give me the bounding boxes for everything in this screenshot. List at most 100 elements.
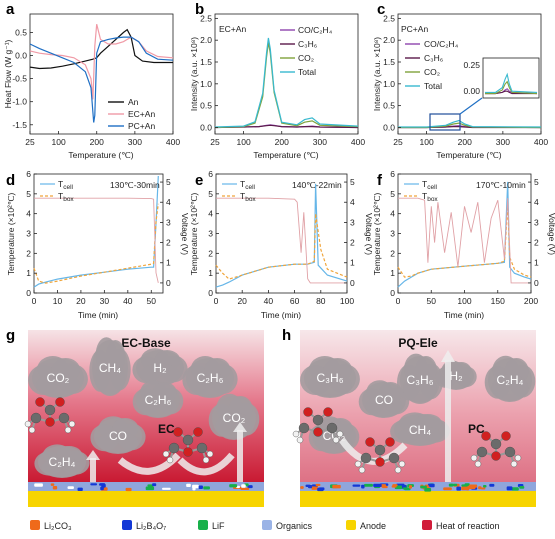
sei-particle: [125, 487, 132, 492]
panel-f: f 0 50 100 150 200 0 1 2 3 4 5 6 0 1 2 3 4 5 170℃-10min T…: [372, 169, 555, 320]
sei-particle: [465, 485, 474, 489]
up-arrow-head-g-2: [233, 422, 247, 432]
molecule-ec-1: [24, 397, 76, 434]
y2-tick-label-d: 4: [166, 197, 171, 207]
sei-particle: [300, 486, 304, 489]
y-axis-label-a: Heat Flow (W g⁻¹): [3, 39, 13, 108]
sei-particle: [352, 484, 361, 487]
atom: [504, 446, 516, 458]
key-label-0: Li₂CO₃: [44, 521, 72, 531]
y-tick-label-c: 2.0: [383, 35, 395, 45]
x-tick-label-d: 50: [147, 296, 157, 306]
molecule-ec-2: [162, 427, 214, 464]
ticks-b: 25 100 200 300 400 0.0 0.5 1.0 1.5 2.0 2.5: [200, 13, 365, 147]
y2-tick-label-d: 1: [166, 258, 171, 268]
gas-label: CO: [375, 393, 393, 407]
key-label-1: Li₂B₄O₇: [136, 521, 166, 531]
y-tick-label-a: -0.5: [12, 74, 27, 84]
panel-h-schematic: h PQ-Ele C₃H₆COC₃H₆H₂C₂H₄CO₂CH₄ PC: [282, 327, 536, 507]
x-tick-label-a: 200: [90, 137, 104, 147]
sei-particle: [34, 483, 43, 487]
condition-d: 130℃-30min: [110, 180, 160, 190]
sei-layer-h: [300, 482, 536, 491]
y-tick-label-a: 0.0: [15, 51, 27, 61]
y-tick-label-e: 1: [208, 268, 213, 278]
y-tick-label-e: 2: [208, 248, 213, 258]
y2-tick-label-d: 5: [166, 177, 171, 187]
key-swatch-0: [30, 520, 40, 530]
series-line-b-c-h-: [214, 124, 359, 129]
gas-label: C₂H₆: [145, 393, 172, 407]
cloud-puff: [97, 431, 139, 454]
gas-label: H₂: [153, 361, 167, 375]
molecules-h: [292, 407, 522, 474]
ticks-a: 25 100 200 300 400 0.5 0.0 -0.5 -1.0 -1.5: [12, 27, 180, 147]
gas-cloud-h-1: CO: [358, 380, 410, 418]
series-line-f-tbox: [397, 203, 532, 278]
gas-label: CH₄: [99, 361, 121, 375]
y-axis-label-b: Intensity (a.u. ×10⁸): [189, 37, 199, 111]
legend-label-an: An: [128, 97, 139, 107]
legend-label-tbox-d: Tbox: [58, 191, 74, 203]
molecule-pc-3: [470, 431, 522, 468]
panel-letter-a: a: [6, 1, 15, 18]
sei-particle: [443, 487, 452, 491]
sei-particles-g: [34, 483, 253, 492]
cloud-puff: [397, 426, 443, 446]
atom: [173, 427, 183, 437]
legend-label-pc-an: PC+An: [128, 121, 155, 131]
y-tick-label-e: 6: [208, 169, 213, 179]
y-tick-label-c: 2.5: [383, 13, 395, 23]
sei-particle: [162, 487, 171, 490]
y2-axis-label-d: Voltage (V): [180, 213, 190, 255]
heat-gradient-h: [300, 330, 536, 485]
sei-particle: [450, 483, 458, 487]
legend-a: An EC+An PC+An: [108, 97, 155, 131]
atom: [358, 466, 366, 474]
sei-particle: [519, 486, 525, 489]
y-tick-label-b: 2.0: [200, 35, 212, 45]
y-tick-label-a: -1.0: [12, 97, 27, 107]
schematic-key: Li₂CO₃ Li₂B₄O₇ LiF Organics Anode Heat of rea…: [30, 520, 500, 531]
gas-cloud-g-5: CO: [90, 416, 146, 454]
gas-label: C₂H₆: [197, 371, 224, 385]
curved-arrow-h: [339, 437, 408, 465]
atom: [24, 420, 32, 428]
sei-particle: [373, 483, 382, 488]
legend-sub-box-f: box: [427, 196, 438, 203]
x-tick-label-f: 50: [427, 296, 437, 306]
legend-label-c3h6: C₃H₆: [298, 39, 317, 49]
zoom-tick-000: 0.00: [463, 86, 480, 96]
atom: [365, 437, 375, 447]
inset-label-b: EC+An: [219, 24, 246, 34]
panel-c: c 25 100 200 300 400 0.0 0.5 1.0 1.5 2.0 2.5 PC+An…: [372, 1, 548, 160]
legend-label-total-c: Total: [424, 81, 442, 91]
legend-label-total: Total: [298, 67, 316, 77]
y-tick-label-c: 0.5: [383, 101, 395, 111]
y-axis-label-d: Temperature (×10²℃): [6, 193, 16, 276]
atom: [45, 417, 55, 427]
gas-cloud-g-2: H₂: [132, 348, 188, 386]
solvent-label-ec: EC: [158, 422, 175, 436]
atom: [44, 404, 56, 416]
sei-particle: [489, 483, 495, 487]
series-group-a: [29, 24, 174, 123]
key-swatch-4: [346, 520, 356, 530]
x-tick-label-a: 25: [25, 137, 35, 147]
gas-label: CO: [109, 429, 127, 443]
y-tick-label-f: 4: [390, 209, 395, 219]
gas-cloud-h-4: C₂H₄: [484, 355, 536, 402]
y2-tick-label-f: 3: [534, 217, 539, 227]
legend-t-box-e: T: [240, 191, 245, 201]
y-tick-label-a: 0.5: [15, 27, 27, 37]
zoom-region-box: [429, 113, 461, 131]
sei-layer-g: [28, 482, 264, 491]
legend-sub-cell-f: cell: [427, 184, 437, 191]
atom: [336, 430, 344, 438]
gas-cloud-h-0: C₃H₆: [300, 356, 360, 398]
y-tick-label-e: 3: [208, 229, 213, 239]
sei-particle: [364, 483, 373, 487]
atom: [360, 452, 372, 464]
sei-particle: [317, 487, 324, 492]
